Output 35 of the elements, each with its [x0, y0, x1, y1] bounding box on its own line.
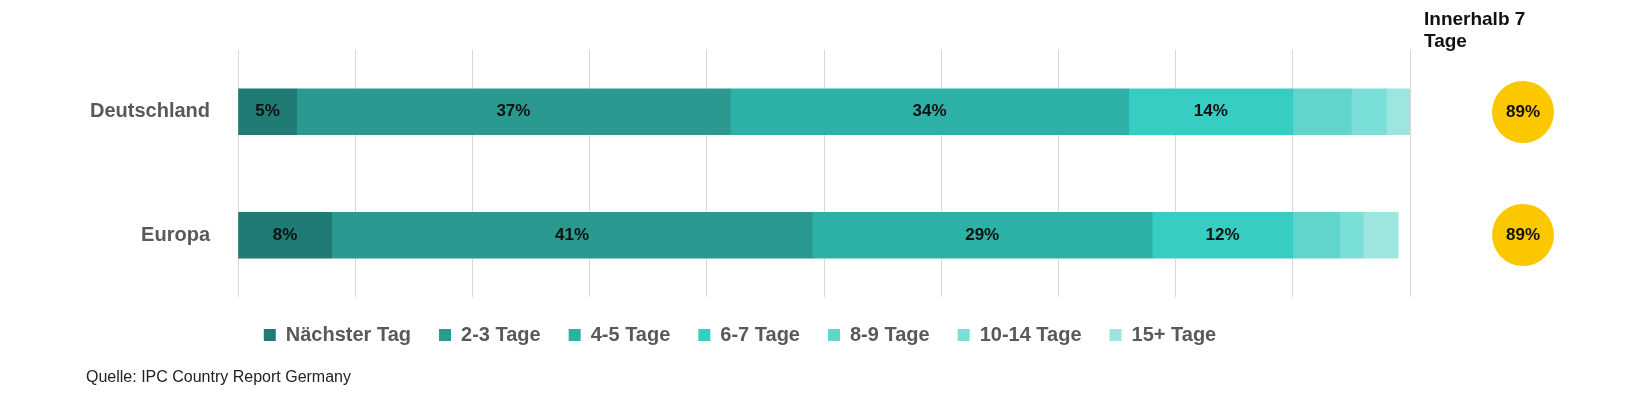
- source-note: Quelle: IPC Country Report Germany: [86, 368, 351, 386]
- bar: [1339, 211, 1364, 259]
- bar: [296, 88, 731, 136]
- bar: [729, 88, 1130, 136]
- bar: [811, 211, 1153, 259]
- bar: [1292, 211, 1341, 259]
- legend-label: 2-3 Tage: [461, 322, 541, 345]
- legend-label: Nächster Tag: [285, 322, 412, 345]
- data-label: 12%: [1205, 224, 1240, 244]
- bar: [1151, 211, 1294, 259]
- bar: [331, 211, 813, 259]
- data-label: 41%: [555, 224, 590, 244]
- bar: [1351, 88, 1387, 136]
- data-label: 37%: [496, 101, 531, 121]
- bar: [1362, 211, 1399, 259]
- data-label: 34%: [912, 101, 947, 121]
- data-label: 5%: [255, 101, 280, 121]
- bar: [238, 211, 333, 259]
- y-tick-label: Europa: [141, 222, 211, 245]
- data-label: 29%: [965, 224, 1000, 244]
- legend-label: 8-9 Tage: [849, 322, 930, 345]
- bar: [1292, 88, 1352, 136]
- text: Innerhalb 7 Tage: [1424, 8, 1527, 52]
- circle-badge: 89%: [1492, 204, 1554, 267]
- circle-badge: 89%: [1492, 80, 1554, 143]
- legend-label: 15+ Tage: [1131, 322, 1217, 345]
- legend-label: 4-5 Tage: [590, 322, 671, 345]
- bar: [1386, 88, 1410, 136]
- legend-label: 10-14 Tage: [979, 322, 1082, 345]
- bar: [238, 88, 297, 136]
- bar: [1128, 88, 1294, 136]
- legend-label: 6-7 Tage: [720, 322, 800, 345]
- y-tick-label: Deutschland: [89, 99, 211, 122]
- data-label: 8%: [272, 224, 298, 244]
- data-label: 14%: [1193, 101, 1228, 121]
